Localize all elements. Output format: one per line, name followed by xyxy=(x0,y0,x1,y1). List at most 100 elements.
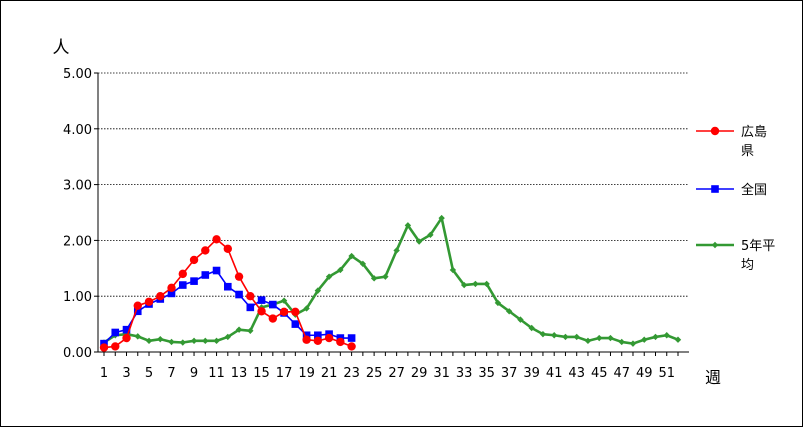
data-point xyxy=(663,332,670,339)
data-point xyxy=(415,238,423,245)
data-point xyxy=(347,334,356,342)
data-point xyxy=(144,297,154,306)
data-point xyxy=(618,338,625,346)
data-point xyxy=(134,333,141,340)
y-tick-label: 2.00 xyxy=(63,234,92,249)
data-point xyxy=(494,299,502,307)
axes xyxy=(94,72,689,356)
data-point xyxy=(393,247,400,254)
data-point xyxy=(246,292,255,301)
legend-marker xyxy=(711,185,719,193)
data-point xyxy=(404,222,412,229)
data-point xyxy=(505,308,513,315)
data-point xyxy=(302,331,311,340)
x-tick-label: 1 xyxy=(100,366,108,381)
data-point xyxy=(629,340,637,347)
data-point xyxy=(178,281,187,289)
data-point xyxy=(517,316,524,323)
data-point xyxy=(246,303,255,312)
data-point xyxy=(157,335,164,343)
y-tick-label: 5.00 xyxy=(63,67,92,82)
data-point xyxy=(313,336,323,346)
x-tick-label: 45 xyxy=(591,366,608,381)
data-point xyxy=(133,307,142,316)
data-point xyxy=(190,337,198,345)
x-tick-label: 33 xyxy=(456,366,473,381)
data-point xyxy=(550,332,558,339)
series-group xyxy=(99,214,682,352)
data-point xyxy=(370,275,378,282)
x-tick-label: 9 xyxy=(190,366,198,381)
data-point xyxy=(156,292,165,301)
data-point xyxy=(291,320,300,328)
data-point xyxy=(133,301,142,310)
data-point xyxy=(438,214,445,222)
data-point xyxy=(224,282,232,291)
x-tick-label: 23 xyxy=(343,366,360,381)
data-point xyxy=(111,328,120,337)
data-point xyxy=(584,337,592,345)
data-point xyxy=(168,338,175,346)
x-tick-label: 15 xyxy=(253,366,270,381)
data-point xyxy=(652,333,659,341)
data-point xyxy=(202,337,209,345)
legend-marker xyxy=(710,126,720,136)
data-point xyxy=(201,246,210,255)
x-tick-labels: 1 3 5 7 9 11 13 15 17 19 21 23 25 27 29 31 33 35 37 39 41 43 4… xyxy=(100,366,675,381)
data-point xyxy=(279,307,289,317)
x-tick-label: 13 xyxy=(231,366,248,381)
data-point xyxy=(269,300,277,309)
data-point xyxy=(325,273,333,280)
x-tick-label: 3 xyxy=(122,366,130,381)
legend-label: 全国 xyxy=(741,182,767,198)
x-tick-label: 17 xyxy=(276,366,293,381)
data-point xyxy=(122,333,131,343)
data-point xyxy=(607,334,614,342)
data-point xyxy=(291,307,300,317)
data-point xyxy=(145,337,153,345)
data-point xyxy=(348,252,355,260)
x-tick-label: 27 xyxy=(388,366,405,381)
legend-label: 5年平 xyxy=(741,239,775,254)
data-point xyxy=(212,235,221,244)
x-tick-label: 39 xyxy=(523,366,540,381)
x-axis-label: 週 xyxy=(705,368,721,387)
data-point xyxy=(257,307,266,316)
data-point xyxy=(539,330,547,338)
data-point xyxy=(674,336,682,343)
x-tick-label: 11 xyxy=(208,366,225,381)
data-point xyxy=(212,266,221,275)
data-point xyxy=(359,260,367,268)
series-1 xyxy=(99,235,356,352)
x-tick-label: 21 xyxy=(321,366,338,381)
data-point xyxy=(460,281,468,289)
x-tick-label: 47 xyxy=(613,366,630,381)
data-point xyxy=(427,231,434,239)
x-tick-label: 35 xyxy=(478,366,495,381)
data-point xyxy=(201,271,210,279)
x-tick-label: 29 xyxy=(411,366,428,381)
data-point xyxy=(99,343,109,352)
x-tick-label: 37 xyxy=(501,366,518,381)
data-point xyxy=(234,272,244,281)
x-tick-label: 51 xyxy=(658,366,675,381)
data-point xyxy=(472,280,479,288)
data-point xyxy=(303,305,310,312)
x-tick-label: 49 xyxy=(636,366,653,381)
data-point xyxy=(213,337,220,345)
data-point xyxy=(314,331,322,340)
x-tick-label: 41 xyxy=(546,366,563,381)
data-point xyxy=(562,333,569,341)
data-point xyxy=(179,339,186,346)
data-point xyxy=(302,335,311,344)
data-point xyxy=(280,297,288,304)
y-tick-label: 4.00 xyxy=(63,123,92,138)
data-point xyxy=(337,266,344,274)
legend-label-cont: 県 xyxy=(741,144,754,159)
data-point xyxy=(314,287,322,294)
x-tick-label: 19 xyxy=(298,366,315,381)
